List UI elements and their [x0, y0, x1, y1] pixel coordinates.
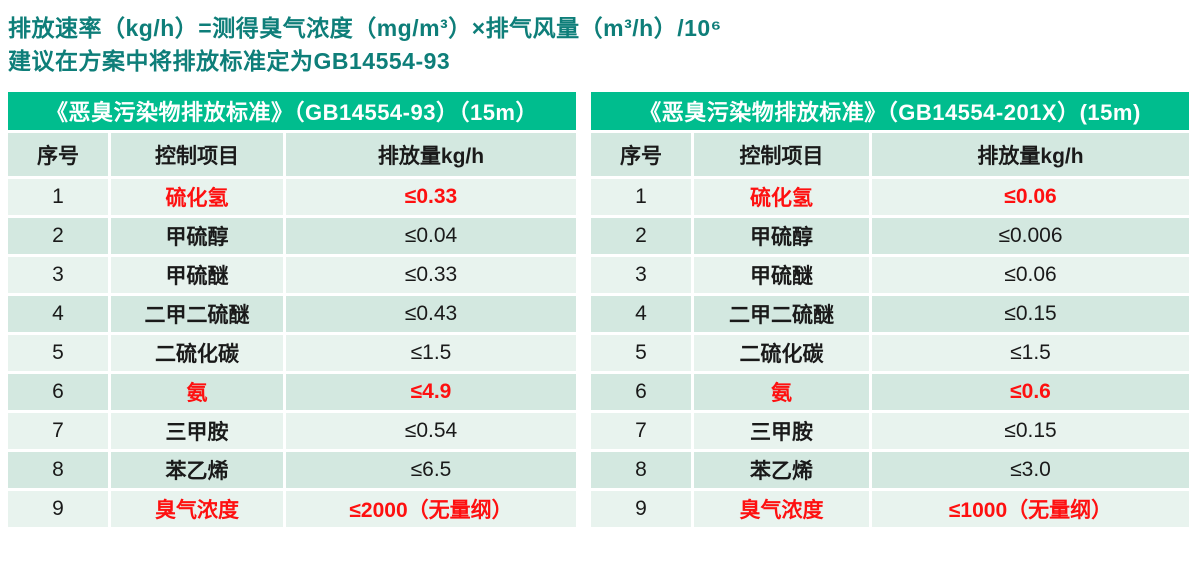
- row-item: 臭气浓度: [694, 491, 869, 527]
- row-item: 三甲胺: [111, 413, 283, 449]
- emission-table-gb14554-201x: 《恶臭污染物排放标准》（GB14554-201X）(15m) 序号 控制项目 排…: [591, 92, 1189, 527]
- row-index: 4: [591, 296, 691, 332]
- row-item: 苯乙烯: [694, 452, 869, 488]
- row-index: 8: [591, 452, 691, 488]
- row-index: 7: [8, 413, 108, 449]
- table-header-row: 序号 控制项目 排放量kg/h: [591, 133, 1189, 176]
- row-item: 甲硫醚: [694, 257, 869, 293]
- table-row: 1 硫化氢 ≤0.33: [8, 179, 576, 215]
- row-item: 臭气浓度: [111, 491, 283, 527]
- row-item: 硫化氢: [694, 179, 869, 215]
- row-value: ≤2000（无量纲）: [286, 491, 576, 527]
- row-index: 9: [8, 491, 108, 527]
- row-index: 7: [591, 413, 691, 449]
- row-value: ≤6.5: [286, 452, 576, 488]
- col-header-item: 控制项目: [111, 133, 283, 176]
- row-value: ≤0.15: [872, 413, 1189, 449]
- table-row: 3 甲硫醚 ≤0.33: [8, 257, 576, 293]
- row-item: 硫化氢: [111, 179, 283, 215]
- row-value: ≤3.0: [872, 452, 1189, 488]
- row-value: ≤4.9: [286, 374, 576, 410]
- row-item: 氨: [111, 374, 283, 410]
- emission-table-gb14554-93: 《恶臭污染物排放标准》（GB14554-93）（15m） 序号 控制项目 排放量…: [8, 92, 576, 527]
- row-index: 4: [8, 296, 108, 332]
- table-row: 5 二硫化碳 ≤1.5: [8, 335, 576, 371]
- col-header-item: 控制项目: [694, 133, 869, 176]
- row-index: 3: [8, 257, 108, 293]
- row-item: 二甲二硫醚: [111, 296, 283, 332]
- table-row: 4 二甲二硫醚 ≤0.43: [8, 296, 576, 332]
- table-title: 《恶臭污染物排放标准》（GB14554-201X）(15m): [591, 92, 1189, 130]
- slide-heading: 排放速率（kg/h）=测得臭气浓度（mg/m³）×排气风量（m³/h）/10⁶ …: [0, 0, 1200, 78]
- row-value: ≤0.04: [286, 218, 576, 254]
- table-row: 1 硫化氢 ≤0.06: [591, 179, 1189, 215]
- table-row: 4 二甲二硫醚 ≤0.15: [591, 296, 1189, 332]
- row-value: ≤0.54: [286, 413, 576, 449]
- row-value: ≤1000（无量纲）: [872, 491, 1189, 527]
- row-index: 5: [591, 335, 691, 371]
- tables-container: 《恶臭污染物排放标准》（GB14554-93）（15m） 序号 控制项目 排放量…: [8, 92, 1200, 527]
- table-title: 《恶臭污染物排放标准》（GB14554-93）（15m）: [8, 92, 576, 130]
- row-index: 9: [591, 491, 691, 527]
- row-item: 苯乙烯: [111, 452, 283, 488]
- row-value: ≤0.06: [872, 179, 1189, 215]
- table-row: 7 三甲胺 ≤0.15: [591, 413, 1189, 449]
- table-row: 6 氨 ≤4.9: [8, 374, 576, 410]
- row-value: ≤0.15: [872, 296, 1189, 332]
- table-row: 9 臭气浓度 ≤1000（无量纲）: [591, 491, 1189, 527]
- row-index: 8: [8, 452, 108, 488]
- row-value: ≤0.33: [286, 179, 576, 215]
- table-row: 6 氨 ≤0.6: [591, 374, 1189, 410]
- table-row: 8 苯乙烯 ≤6.5: [8, 452, 576, 488]
- row-value: ≤0.33: [286, 257, 576, 293]
- row-item: 二甲二硫醚: [694, 296, 869, 332]
- row-item: 三甲胺: [694, 413, 869, 449]
- table-row: 3 甲硫醚 ≤0.06: [591, 257, 1189, 293]
- row-index: 5: [8, 335, 108, 371]
- table-row: 5 二硫化碳 ≤1.5: [591, 335, 1189, 371]
- table-row: 8 苯乙烯 ≤3.0: [591, 452, 1189, 488]
- col-header-value: 排放量kg/h: [286, 133, 576, 176]
- row-index: 6: [591, 374, 691, 410]
- table-row: 2 甲硫醇 ≤0.04: [8, 218, 576, 254]
- col-header-index: 序号: [8, 133, 108, 176]
- col-header-index: 序号: [591, 133, 691, 176]
- row-value: ≤0.06: [872, 257, 1189, 293]
- row-index: 2: [8, 218, 108, 254]
- row-value: ≤1.5: [286, 335, 576, 371]
- row-index: 6: [8, 374, 108, 410]
- row-index: 1: [591, 179, 691, 215]
- row-item: 甲硫醇: [694, 218, 869, 254]
- heading-line-recommendation: 建议在方案中将排放标准定为GB14554-93: [8, 48, 451, 74]
- table-row: 9 臭气浓度 ≤2000（无量纲）: [8, 491, 576, 527]
- row-value: ≤0.6: [872, 374, 1189, 410]
- table-header-row: 序号 控制项目 排放量kg/h: [8, 133, 576, 176]
- row-value: ≤0.006: [872, 218, 1189, 254]
- row-item: 甲硫醚: [111, 257, 283, 293]
- row-item: 二硫化碳: [111, 335, 283, 371]
- row-index: 1: [8, 179, 108, 215]
- row-value: ≤1.5: [872, 335, 1189, 371]
- row-item: 二硫化碳: [694, 335, 869, 371]
- row-item: 甲硫醇: [111, 218, 283, 254]
- row-index: 3: [591, 257, 691, 293]
- row-index: 2: [591, 218, 691, 254]
- row-value: ≤0.43: [286, 296, 576, 332]
- table-row: 7 三甲胺 ≤0.54: [8, 413, 576, 449]
- table-row: 2 甲硫醇 ≤0.006: [591, 218, 1189, 254]
- heading-line-formula: 排放速率（kg/h）=测得臭气浓度（mg/m³）×排气风量（m³/h）/10⁶: [8, 15, 722, 41]
- row-item: 氨: [694, 374, 869, 410]
- col-header-value: 排放量kg/h: [872, 133, 1189, 176]
